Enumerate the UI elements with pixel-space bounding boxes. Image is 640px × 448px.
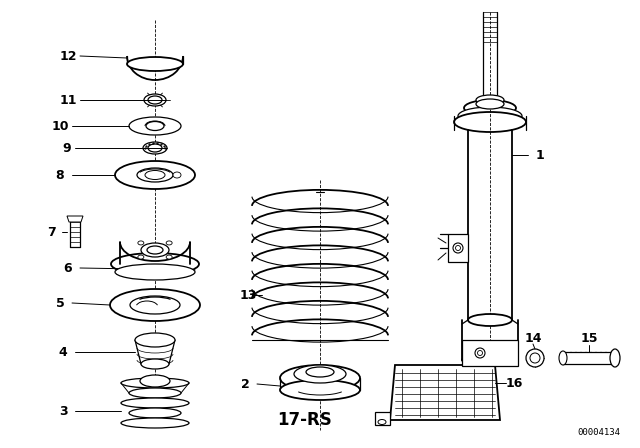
Polygon shape: [390, 365, 500, 420]
Ellipse shape: [280, 380, 360, 400]
Text: 3: 3: [59, 405, 67, 418]
Text: 5: 5: [56, 297, 65, 310]
Ellipse shape: [456, 246, 461, 250]
Ellipse shape: [476, 95, 504, 105]
Ellipse shape: [129, 117, 181, 135]
Ellipse shape: [115, 161, 195, 189]
Ellipse shape: [129, 408, 181, 418]
Ellipse shape: [173, 172, 181, 178]
Polygon shape: [375, 412, 390, 425]
Bar: [563, 352, 615, 364]
Ellipse shape: [121, 418, 189, 428]
Ellipse shape: [464, 100, 516, 116]
Ellipse shape: [477, 350, 483, 356]
Ellipse shape: [610, 349, 620, 367]
Ellipse shape: [138, 255, 144, 259]
Ellipse shape: [378, 419, 386, 425]
Ellipse shape: [148, 144, 162, 152]
Ellipse shape: [110, 289, 200, 321]
Text: 9: 9: [63, 142, 71, 155]
Ellipse shape: [141, 359, 169, 369]
Ellipse shape: [476, 99, 504, 109]
Ellipse shape: [130, 296, 180, 314]
Ellipse shape: [166, 241, 172, 245]
Ellipse shape: [146, 121, 164, 130]
Ellipse shape: [306, 367, 334, 377]
Ellipse shape: [462, 354, 518, 366]
Polygon shape: [67, 216, 83, 222]
Ellipse shape: [121, 378, 189, 388]
Text: 17-RS: 17-RS: [278, 411, 332, 429]
Text: 12: 12: [60, 49, 77, 63]
Text: 14: 14: [524, 332, 541, 345]
Ellipse shape: [166, 255, 172, 259]
Text: 7: 7: [47, 225, 56, 238]
Ellipse shape: [111, 253, 199, 275]
Text: 15: 15: [580, 332, 598, 345]
Text: 10: 10: [51, 120, 68, 133]
Text: 8: 8: [56, 168, 64, 181]
Text: 16: 16: [506, 376, 523, 389]
Ellipse shape: [129, 388, 181, 398]
Ellipse shape: [526, 349, 544, 367]
Ellipse shape: [141, 243, 169, 257]
Ellipse shape: [127, 57, 183, 71]
Text: 2: 2: [241, 378, 250, 391]
Polygon shape: [448, 234, 468, 262]
Text: 13: 13: [239, 289, 257, 302]
Ellipse shape: [458, 107, 522, 125]
Text: 1: 1: [536, 148, 545, 161]
Ellipse shape: [121, 398, 189, 408]
Ellipse shape: [530, 353, 540, 363]
Ellipse shape: [143, 142, 167, 154]
Polygon shape: [135, 340, 175, 364]
Ellipse shape: [137, 168, 173, 182]
Ellipse shape: [115, 264, 195, 280]
Text: 00004134: 00004134: [577, 427, 620, 436]
Ellipse shape: [145, 171, 165, 180]
Ellipse shape: [144, 94, 166, 106]
Text: 6: 6: [64, 262, 72, 275]
Ellipse shape: [140, 375, 170, 387]
Ellipse shape: [559, 351, 567, 365]
Ellipse shape: [135, 333, 175, 347]
Ellipse shape: [475, 348, 485, 358]
Text: 11: 11: [60, 94, 77, 107]
Ellipse shape: [147, 246, 163, 254]
Ellipse shape: [138, 241, 144, 245]
Ellipse shape: [148, 96, 162, 104]
Ellipse shape: [280, 365, 360, 391]
Ellipse shape: [454, 112, 526, 132]
Ellipse shape: [468, 314, 512, 326]
Text: 4: 4: [59, 345, 67, 358]
Bar: [462, 340, 518, 366]
Ellipse shape: [294, 365, 346, 383]
Ellipse shape: [453, 243, 463, 253]
